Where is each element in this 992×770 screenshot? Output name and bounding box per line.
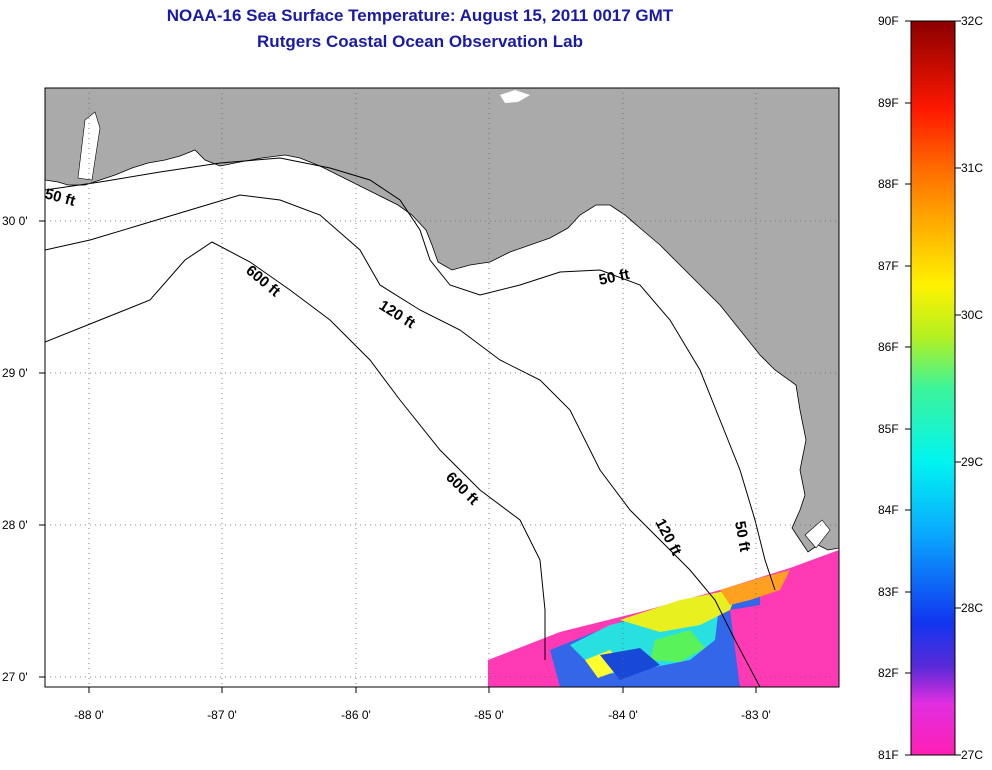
colorbar-f-label: 88F: [878, 177, 899, 191]
colorbar-f-label: 81F: [878, 748, 899, 762]
map-frame: [44, 87, 840, 688]
lon-label: -86 0': [341, 708, 371, 722]
colorbar-f-label: 87F: [878, 259, 899, 273]
lon-label: -87 0': [207, 708, 237, 722]
lon-label: -83 0': [741, 708, 771, 722]
colorbar-ticks: [905, 20, 961, 756]
colorbar-c-label: 27C: [961, 748, 984, 762]
lon-label: -85 0': [474, 708, 504, 722]
contour-600ft: [45, 241, 546, 660]
lon-label: -84 0': [608, 708, 638, 722]
depth-label: 50 ft: [731, 520, 753, 553]
lat-label: 29 0': [2, 366, 28, 380]
colorbar-f-label: 82F: [878, 666, 899, 680]
colorbar-c-label: 31C: [961, 161, 984, 175]
colorbar-f-label: 85F: [878, 422, 899, 436]
colorbar-f-label: 83F: [878, 585, 899, 599]
contour-120ft: [45, 194, 761, 687]
lat-label: 30 0': [2, 214, 28, 228]
depth-label: 50 ft: [597, 266, 631, 289]
colorbar-c-label: 28C: [961, 601, 984, 615]
land-mass: [45, 88, 839, 553]
colorbar-c-label: 32C: [961, 14, 984, 28]
sst-swath: [488, 550, 839, 687]
tick-marks: [39, 220, 757, 693]
colorbar-f-label: 90F: [878, 14, 899, 28]
lat-label: 27 0': [2, 670, 28, 684]
colorbar-f-label: 84F: [878, 503, 899, 517]
temperature-colorbar: [910, 20, 956, 756]
colorbar-c-label: 30C: [961, 308, 984, 322]
colorbar-f-label: 89F: [878, 96, 899, 110]
colorbar-f-label: 86F: [878, 340, 899, 354]
lon-label: -88 0': [74, 708, 104, 722]
colorbar-c-label: 29C: [961, 455, 984, 469]
map-title: NOAA-16 Sea Surface Temperature: August …: [166, 6, 674, 25]
contour-50ft-west: [45, 157, 776, 591]
map-subtitle: Rutgers Coastal Ocean Observation Lab: [257, 32, 583, 51]
lat-label: 28 0': [2, 518, 28, 532]
